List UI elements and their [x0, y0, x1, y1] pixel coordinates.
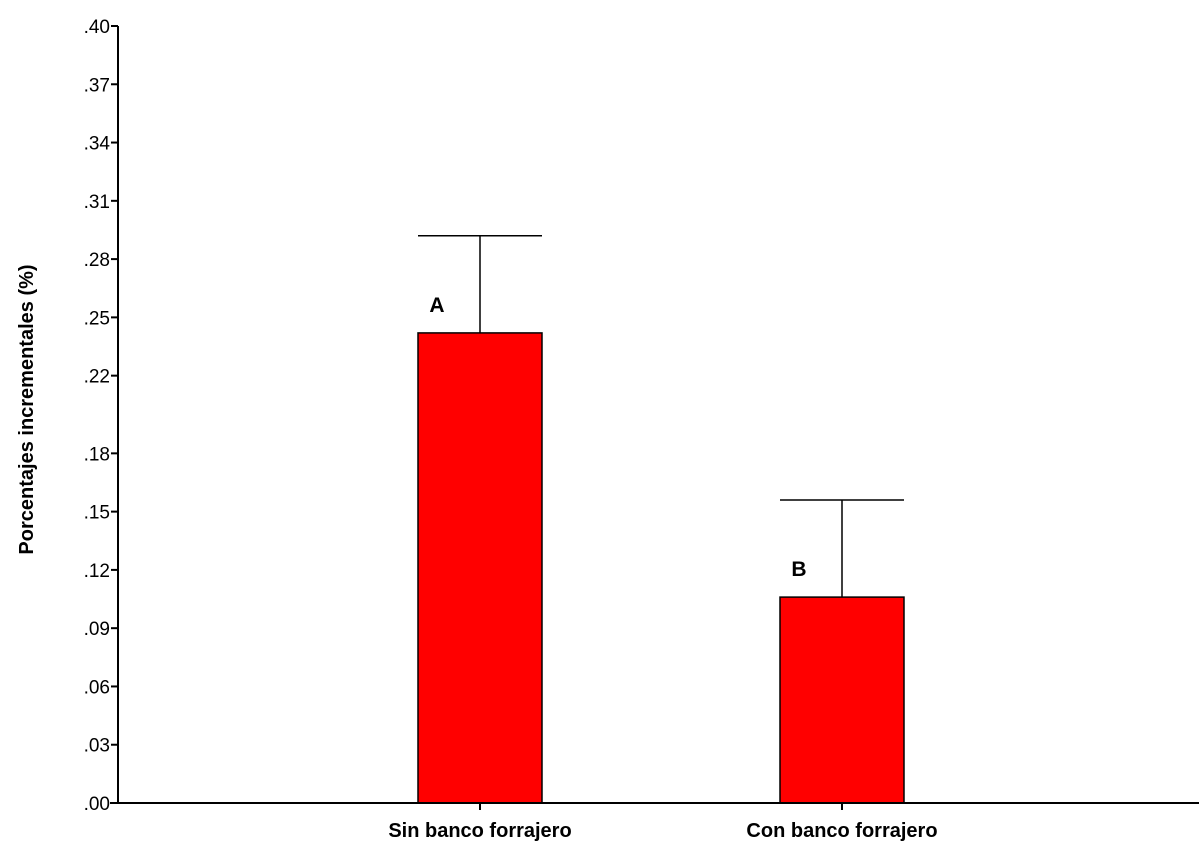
x-axis-ticks: Sin banco forrajero Con banco forrajero — [388, 803, 938, 842]
y-tick-label: .03 — [84, 736, 110, 757]
y-tick-label: .40 — [84, 17, 110, 38]
significance-letters: AB — [429, 294, 806, 581]
y-tick-label: .25 — [84, 308, 110, 329]
significance-letter: A — [429, 294, 444, 317]
x-tick-label: Con banco forrajero — [746, 820, 937, 842]
x-tick-label: Sin banco forrajero — [388, 820, 571, 842]
y-tick-label: .06 — [84, 677, 110, 698]
y-tick-label: .31 — [84, 192, 110, 213]
bar — [779, 596, 905, 804]
y-axis-title: Porcentajes incrementales (%) — [16, 264, 38, 554]
y-tick-label: .34 — [84, 134, 111, 155]
bars-group — [417, 332, 905, 804]
y-tick-label: .09 — [84, 619, 110, 640]
y-tick-label: .18 — [84, 444, 110, 465]
y-tick-label: .15 — [84, 503, 110, 524]
y-tick-label: .28 — [84, 250, 110, 271]
error-bars-group — [418, 235, 904, 598]
y-tick-label: .22 — [84, 367, 110, 388]
y-axis-ticks: .00 .03 .06 .09 .12 .15 .18 .22 .25 .28 .31 .34 .37.… — [84, 17, 118, 815]
bar — [417, 332, 543, 804]
significance-letter: B — [791, 558, 806, 581]
y-tick-label: .37 — [84, 75, 110, 96]
y-tick-label: .00 — [84, 794, 110, 815]
y-tick-label: .12 — [84, 561, 110, 582]
